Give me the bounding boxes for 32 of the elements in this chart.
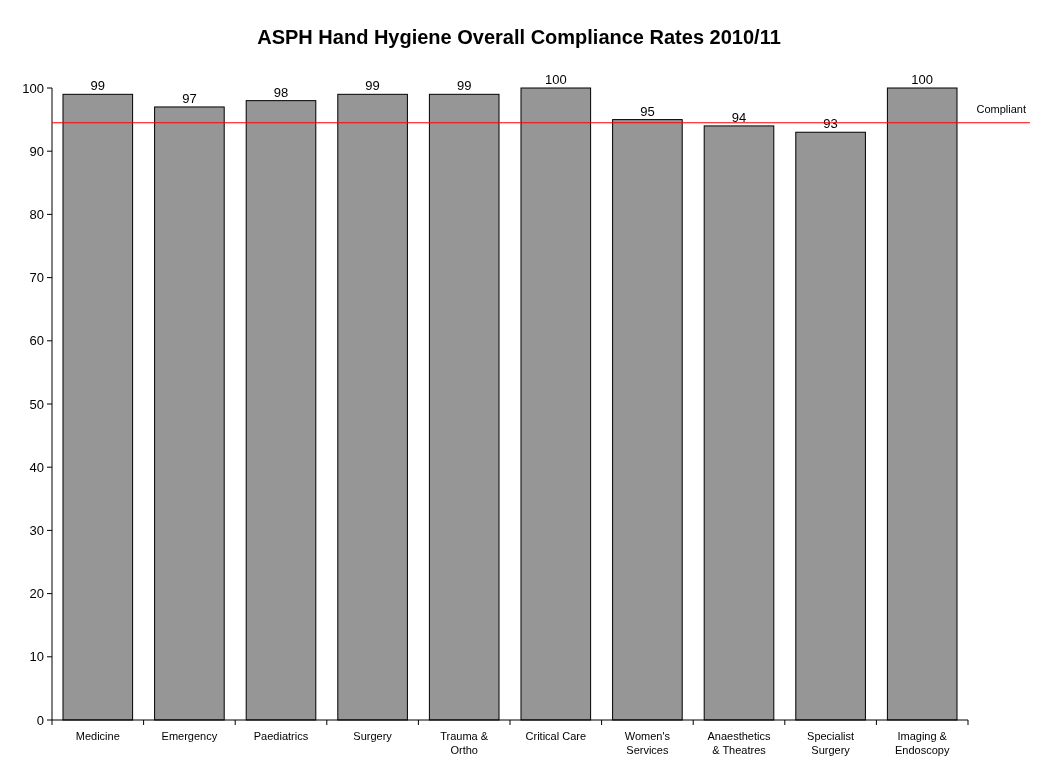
ref-line-label: Compliant bbox=[976, 102, 1026, 115]
chart-title: ASPH Hand Hygiene Overall Compliance Rates 2010/11 bbox=[257, 26, 781, 48]
x-tick-label: Critical Care bbox=[525, 730, 587, 742]
y-tick-label: 30 bbox=[29, 522, 44, 538]
data-label: 99 bbox=[456, 78, 472, 94]
data-label: 100 bbox=[911, 72, 934, 87]
x-tick-label: Specialist Surgery bbox=[807, 730, 855, 756]
x-tick-label: Trauma & Ortho bbox=[440, 730, 489, 756]
y-tick-label: 80 bbox=[29, 206, 44, 222]
y-tick-label: 70 bbox=[29, 270, 44, 286]
y-tick-label: 10 bbox=[29, 649, 44, 665]
data-label: 94 bbox=[731, 109, 747, 125]
x-tick-label: Surgery bbox=[353, 730, 393, 742]
data-label: 98 bbox=[273, 84, 289, 100]
data-label: 100 bbox=[544, 72, 567, 87]
x-tick-label: Paediatrics bbox=[253, 730, 309, 742]
y-tick-label: 40 bbox=[29, 459, 44, 475]
y-tick-label: 90 bbox=[29, 143, 44, 159]
x-tick-label: Anaesthetics & Theatres bbox=[707, 730, 771, 756]
x-tick-label: Emergency bbox=[161, 730, 218, 742]
data-label: 97 bbox=[182, 90, 197, 106]
y-tick-label: 100 bbox=[22, 80, 44, 96]
y-tick-label: 0 bbox=[36, 712, 44, 728]
data-label: 95 bbox=[640, 103, 655, 119]
y-tick-label: 60 bbox=[29, 333, 44, 349]
x-tick-label: Medicine bbox=[75, 730, 120, 742]
data-label: 99 bbox=[90, 78, 106, 94]
data-label: 99 bbox=[365, 78, 380, 94]
x-tick-label: Imaging & Endoscopy bbox=[894, 730, 950, 756]
x-tick-label: Women's Services bbox=[624, 730, 671, 756]
y-tick-label: 50 bbox=[29, 396, 44, 412]
y-tick-label: 20 bbox=[29, 586, 44, 602]
